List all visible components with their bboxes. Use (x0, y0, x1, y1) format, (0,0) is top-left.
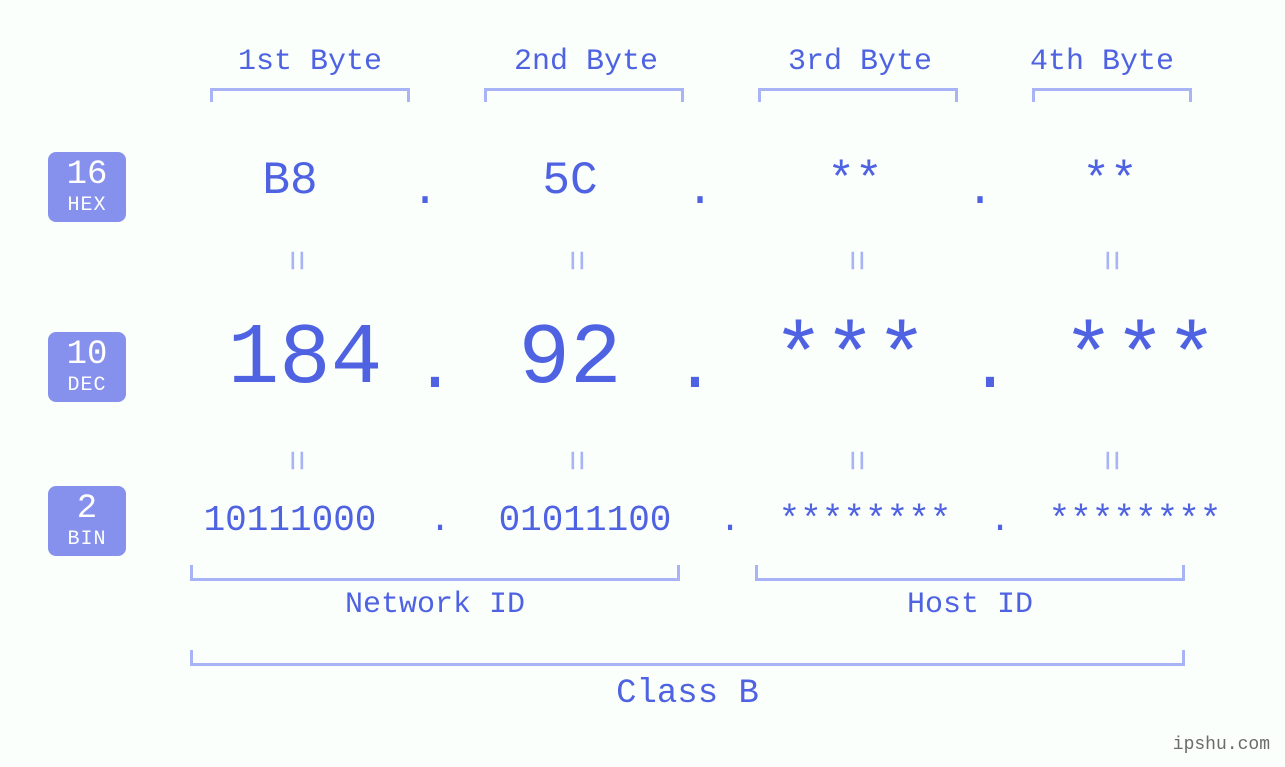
label-network: Network ID (190, 588, 680, 622)
eq-decbin-2: = (555, 441, 596, 481)
bin-byte-3: ******** (745, 500, 985, 541)
eq-decbin-4: = (1090, 441, 1131, 481)
badge-bin-num: 2 (77, 491, 97, 528)
dec-dot-1: . (410, 330, 460, 409)
dec-byte-2: 92 (460, 310, 680, 408)
badge-hex-label: HEX (67, 195, 106, 217)
hex-dot-1: . (400, 165, 450, 217)
bracket-top-4 (1032, 88, 1192, 102)
label-class: Class B (190, 675, 1185, 713)
badge-hex: 16 HEX (48, 152, 126, 222)
byte-header-2: 2nd Byte (486, 45, 686, 79)
badge-bin-label: BIN (67, 529, 106, 551)
ip-diagram: 1st Byte 2nd Byte 3rd Byte 4th Byte 16 H… (0, 0, 1285, 767)
hex-byte-3: ** (745, 155, 965, 207)
bracket-network (190, 565, 680, 581)
bracket-class (190, 650, 1185, 666)
byte-header-4: 4th Byte (1002, 45, 1202, 79)
badge-dec: 10 DEC (48, 332, 126, 402)
hex-byte-2: 5C (460, 155, 680, 207)
eq-decbin-1: = (275, 441, 316, 481)
eq-hexdec-2: = (555, 241, 596, 281)
hex-byte-1: B8 (180, 155, 400, 207)
hex-dot-3: . (955, 165, 1005, 217)
dec-byte-4: *** (1010, 310, 1270, 408)
eq-decbin-3: = (835, 441, 876, 481)
bin-byte-4: ******** (1015, 500, 1255, 541)
badge-dec-label: DEC (67, 375, 106, 397)
bracket-top-3 (758, 88, 958, 102)
bin-dot-1: . (420, 500, 460, 541)
bin-dot-3: . (980, 500, 1020, 541)
hex-byte-4: ** (1000, 155, 1220, 207)
byte-header-1: 1st Byte (210, 45, 410, 79)
bracket-top-1 (210, 88, 410, 102)
dec-dot-3: . (965, 330, 1015, 409)
bracket-top-2 (484, 88, 684, 102)
bin-dot-2: . (710, 500, 750, 541)
watermark: ipshu.com (1150, 735, 1270, 755)
dec-byte-3: *** (720, 310, 980, 408)
dec-dot-2: . (670, 330, 720, 409)
hex-dot-2: . (675, 165, 725, 217)
label-host: Host ID (755, 588, 1185, 622)
badge-dec-num: 10 (67, 337, 108, 374)
bracket-host (755, 565, 1185, 581)
eq-hexdec-3: = (835, 241, 876, 281)
badge-hex-num: 16 (67, 157, 108, 194)
eq-hexdec-4: = (1090, 241, 1131, 281)
badge-bin: 2 BIN (48, 486, 126, 556)
dec-byte-1: 184 (175, 310, 435, 408)
byte-header-3: 3rd Byte (760, 45, 960, 79)
bin-byte-2: 01011100 (455, 500, 715, 541)
bin-byte-1: 10111000 (160, 500, 420, 541)
eq-hexdec-1: = (275, 241, 316, 281)
